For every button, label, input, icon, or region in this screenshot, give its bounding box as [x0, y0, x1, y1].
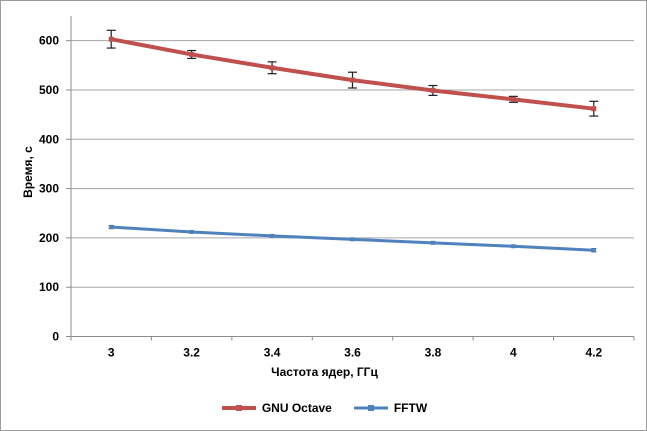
- x-tick-label: 3.4: [264, 346, 281, 360]
- x-tick-label: 3: [108, 346, 115, 360]
- legend-item-fftw: FFTW: [353, 401, 428, 415]
- marker-fftw: [430, 240, 435, 245]
- marker-gnu-octave: [269, 65, 275, 71]
- x-axis-title: Частота ядер, ГГц: [271, 365, 378, 379]
- marker-gnu-octave: [430, 87, 436, 93]
- marker-fftw: [270, 233, 275, 238]
- y-tick-label: 0: [52, 330, 59, 344]
- x-tick-label: 4: [510, 346, 517, 360]
- marker-fftw: [109, 225, 114, 230]
- marker-gnu-octave: [510, 96, 516, 102]
- legend-item-gnu-octave: GNU Octave: [221, 401, 332, 415]
- y-tick-label: 300: [39, 182, 59, 196]
- y-axis-title: Время, с: [21, 146, 35, 198]
- y-tick-label: 400: [39, 132, 59, 146]
- y-tick-label: 500: [39, 83, 59, 97]
- legend: GNU Octave FFTW: [1, 398, 646, 418]
- marker-fftw: [350, 237, 355, 242]
- y-tick-label: 100: [39, 280, 59, 294]
- legend-line-sample: [353, 405, 388, 411]
- marker-fftw: [511, 244, 516, 249]
- marker-gnu-octave: [350, 77, 355, 83]
- legend-label-gnu-octave: GNU Octave: [261, 401, 332, 415]
- x-tick-label: 3.8: [425, 346, 442, 360]
- marker-fftw: [591, 248, 596, 253]
- legend-line-sample: [221, 405, 256, 411]
- y-tick-label: 200: [39, 231, 59, 245]
- y-tick-label: 600: [39, 34, 59, 48]
- x-tick-label: 3.2: [183, 346, 200, 360]
- marker-gnu-octave: [108, 36, 114, 42]
- x-tick-label: 3.6: [344, 346, 361, 360]
- marker-fftw: [189, 229, 194, 234]
- marker-gnu-octave: [189, 51, 195, 57]
- legend-label-fftw: FFTW: [393, 401, 428, 415]
- marker-gnu-octave: [591, 106, 597, 112]
- x-tick-label: 4.2: [585, 346, 602, 360]
